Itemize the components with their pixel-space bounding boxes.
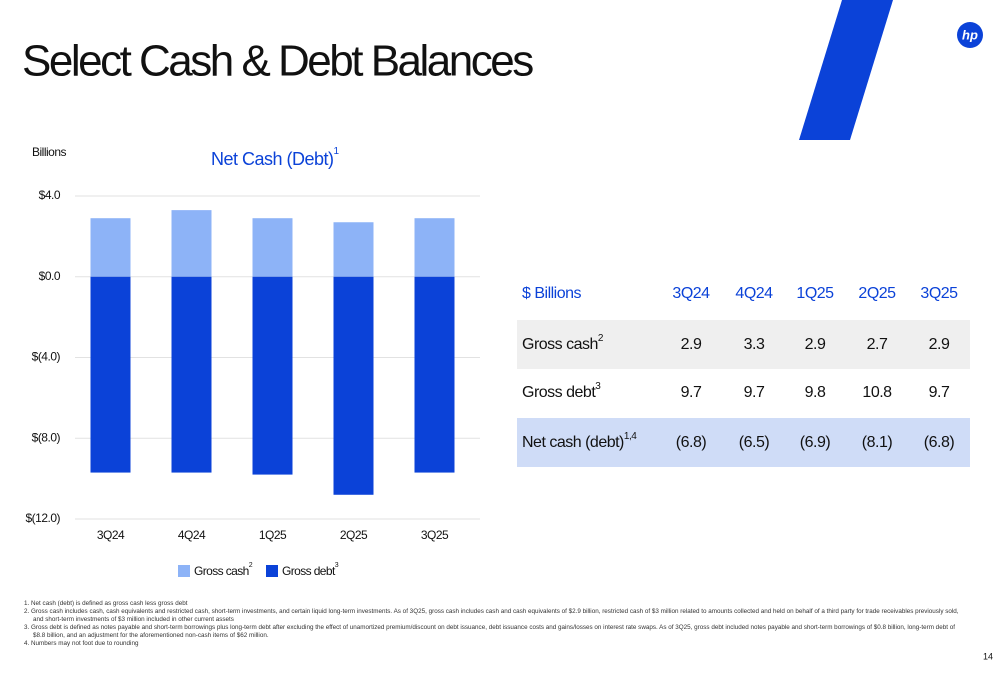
table-cell: 2.7 bbox=[867, 336, 888, 353]
footnotes: 1. Net cash (debt) is defined as gross c… bbox=[24, 600, 964, 648]
bar bbox=[414, 276, 455, 473]
bar bbox=[414, 218, 455, 277]
legend-swatch bbox=[266, 565, 278, 577]
legend-label: Gross cash bbox=[194, 564, 249, 578]
logo-circle bbox=[957, 22, 983, 48]
y-axis-label: Billions bbox=[32, 145, 67, 159]
bar bbox=[90, 276, 131, 473]
table-row-label: Net cash (debt)1,4 bbox=[522, 431, 637, 452]
bar bbox=[333, 276, 374, 495]
legend-footnote: 3 bbox=[335, 562, 339, 569]
row-footnote: 3 bbox=[595, 381, 601, 392]
table-cell: 9.7 bbox=[681, 384, 702, 401]
table-row-bg bbox=[517, 418, 970, 467]
table-row-label: Gross debt3 bbox=[522, 381, 601, 402]
footnote: 1. Net cash (debt) is defined as gross c… bbox=[24, 600, 188, 607]
y-tick-label: $(12.0) bbox=[25, 511, 60, 525]
table-cell: 2.9 bbox=[805, 336, 826, 353]
chart-title: Net Cash (Debt)1 bbox=[211, 146, 340, 169]
chart-title-footnote: 1 bbox=[334, 146, 340, 157]
table-cell: 9.7 bbox=[929, 384, 950, 401]
table-row-bg bbox=[517, 320, 970, 369]
x-tick-label: 3Q24 bbox=[97, 528, 125, 542]
x-tick-label: 2Q25 bbox=[340, 528, 368, 542]
table-cell: 10.8 bbox=[862, 384, 892, 401]
logo: hp bbox=[962, 27, 978, 42]
legend-swatch bbox=[178, 565, 190, 577]
table-header: 2Q25 bbox=[858, 285, 896, 302]
table-cell: (6.8) bbox=[924, 434, 955, 451]
page-number: 14 bbox=[983, 651, 993, 661]
footnote: 4. Numbers may not foot due to rounding bbox=[24, 640, 139, 647]
bar bbox=[333, 222, 374, 277]
legend-entry: Gross debt3 bbox=[282, 562, 339, 578]
table-header: 4Q24 bbox=[735, 285, 773, 302]
x-tick-label: 3Q25 bbox=[421, 528, 449, 542]
decor-slash bbox=[799, 0, 893, 140]
footnote: 2. Gross cash includes cash, cash equiva… bbox=[24, 608, 959, 623]
table-header: 3Q24 bbox=[672, 285, 710, 302]
legend-label: Gross debt bbox=[282, 564, 336, 578]
row-footnote: 1,4 bbox=[624, 431, 637, 442]
y-tick-label: $(8.0) bbox=[32, 430, 61, 444]
legend-entry: Gross cash2 bbox=[194, 562, 253, 578]
table-cell: 3.3 bbox=[744, 336, 765, 353]
bar bbox=[171, 276, 212, 473]
bar bbox=[252, 218, 293, 277]
legend-footnote: 2 bbox=[249, 562, 253, 569]
row-label: Net cash (debt) bbox=[522, 434, 624, 451]
table-header: 3Q25 bbox=[920, 285, 958, 302]
table-cell: 9.8 bbox=[805, 384, 826, 401]
table-cell: (6.8) bbox=[676, 434, 707, 451]
row-label: Gross cash bbox=[522, 336, 598, 353]
bar bbox=[171, 210, 212, 277]
bar bbox=[90, 218, 131, 277]
table-header: $ Billions bbox=[522, 285, 582, 302]
table-row-label: Gross cash2 bbox=[522, 333, 604, 354]
bar bbox=[252, 276, 293, 475]
table-cell: (6.9) bbox=[800, 434, 831, 451]
x-tick-label: 1Q25 bbox=[259, 528, 287, 542]
y-tick-label: $0.0 bbox=[39, 269, 61, 283]
table-cell: (6.5) bbox=[739, 434, 770, 451]
table-cell: 9.7 bbox=[744, 384, 765, 401]
row-label: Gross debt bbox=[522, 384, 596, 401]
y-tick-label: $(4.0) bbox=[32, 350, 61, 364]
table-cell: 2.9 bbox=[929, 336, 950, 353]
x-tick-label: 4Q24 bbox=[178, 528, 206, 542]
footnote: 3. Gross debt is defined as notes payabl… bbox=[24, 624, 955, 639]
chart-title-text: Net Cash (Debt) bbox=[211, 149, 334, 169]
table-cell: 2.9 bbox=[681, 336, 702, 353]
table-header: 1Q25 bbox=[796, 285, 834, 302]
table-cell: (8.1) bbox=[862, 434, 893, 451]
row-footnote: 2 bbox=[598, 333, 604, 344]
page-title: Select Cash & Debt Balances bbox=[22, 37, 533, 86]
y-tick-label: $4.0 bbox=[39, 188, 61, 202]
